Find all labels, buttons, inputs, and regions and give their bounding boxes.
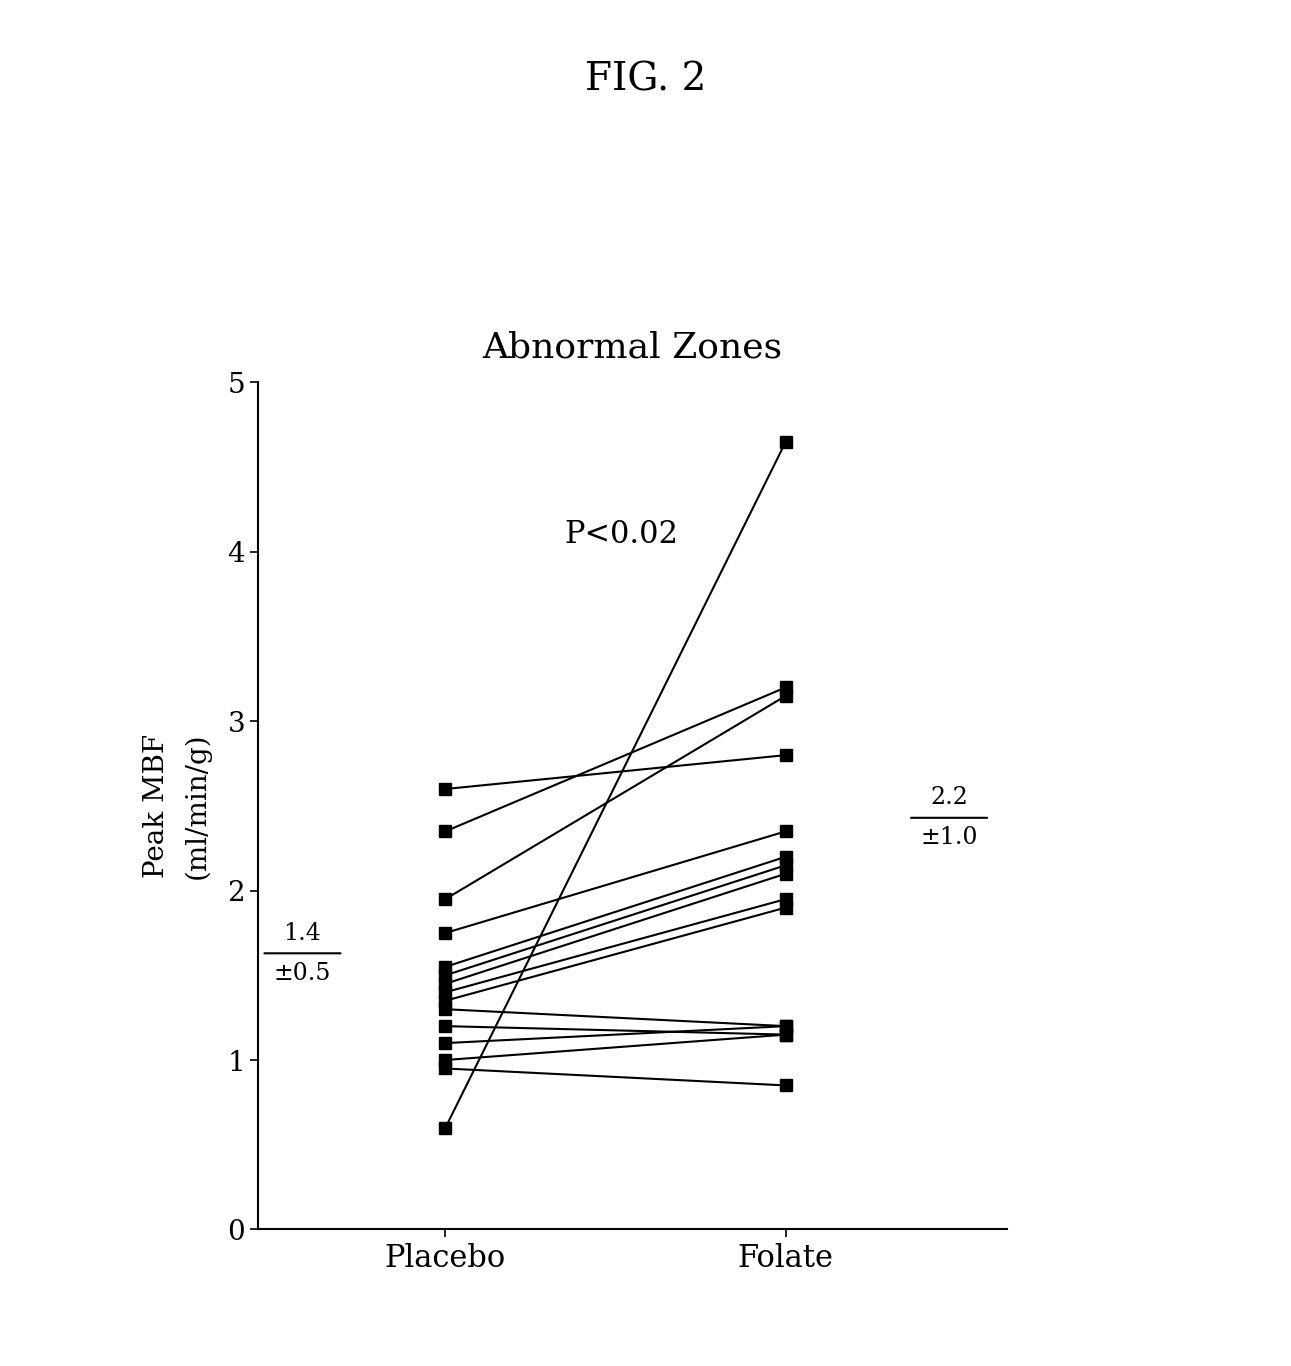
Text: FIG. 2: FIG. 2 [585,61,706,98]
Y-axis label: Peak MBF
(ml/min/g): Peak MBF (ml/min/g) [143,732,210,880]
Text: P<0.02: P<0.02 [564,519,679,550]
Title: Abnormal Zones: Abnormal Zones [483,331,782,365]
Text: 1.4: 1.4 [284,922,321,945]
Text: ±1.0: ±1.0 [920,826,977,850]
Text: 2.2: 2.2 [931,787,968,809]
Text: ±0.5: ±0.5 [274,962,330,985]
